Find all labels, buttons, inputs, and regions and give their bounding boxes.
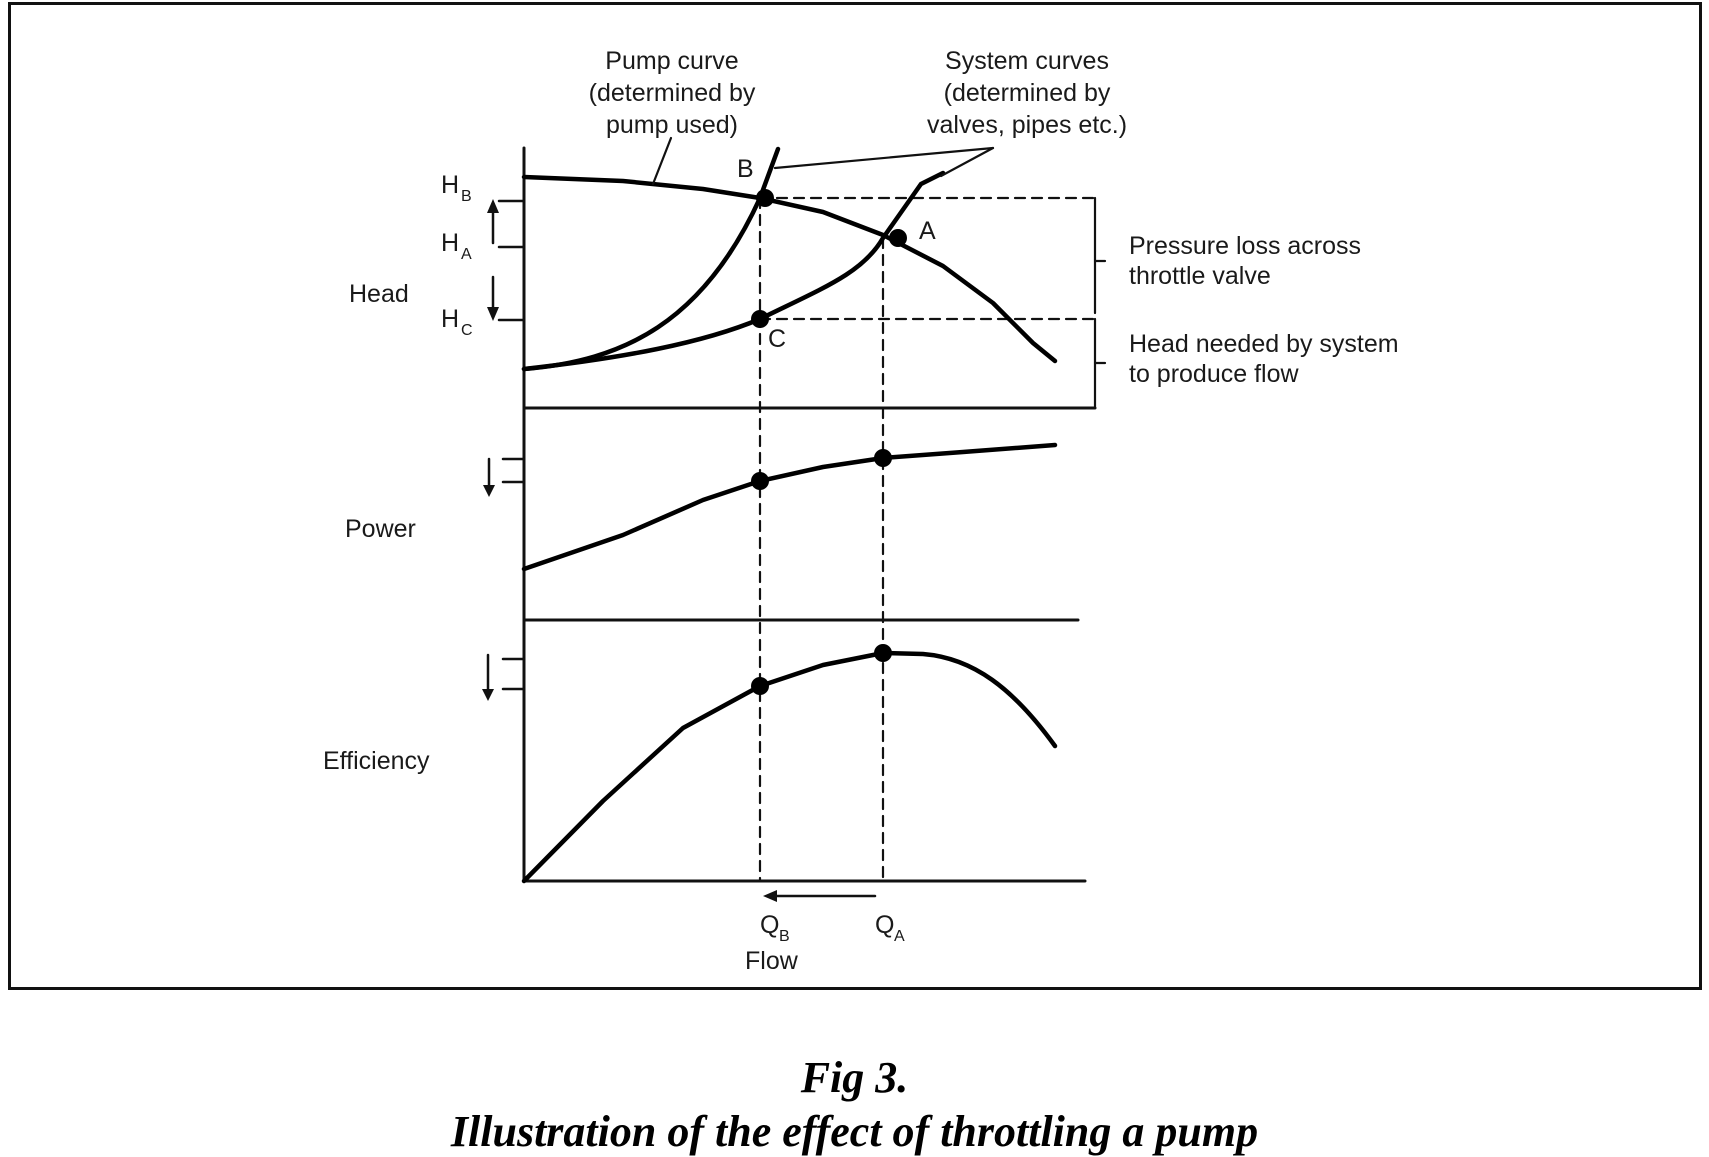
point-c-label: C [768,325,786,353]
svg-text:(determined by: (determined by [944,79,1111,107]
efficiency-arrow-down-icon [482,689,494,701]
point-b-marker [756,189,774,207]
svg-text:valves, pipes etc.): valves, pipes etc.) [927,111,1127,139]
svg-text:to produce flow: to produce flow [1129,360,1299,388]
efficiency-axis-label: Efficiency [323,747,430,775]
point-a-marker [889,229,907,247]
svg-text:H: H [441,229,459,257]
power-axes [522,406,1080,622]
point-b-label: B [737,155,754,183]
power-curve [521,442,1058,572]
figure-frame: Pump curve (determined by pump used) Sys… [8,2,1702,990]
dashed-guides [758,196,1097,883]
svg-text:A: A [461,246,472,263]
svg-text:Pump curve: Pump curve [605,47,738,75]
svg-text:A: A [894,928,905,945]
power-qb-marker [751,472,769,490]
svg-text:throttle valve: throttle valve [1129,262,1271,290]
svg-text:(determined by: (determined by [589,79,756,107]
head-ticks [491,199,526,322]
system-curve-open [521,170,946,372]
svg-text:B: B [461,188,472,205]
pump-curve [521,174,1058,364]
point-c-marker [751,310,769,328]
power-ticks [487,457,526,490]
arrow-up-icon [487,199,499,213]
pump-curve-label: Pump curve (determined by pump used) [589,47,756,139]
pressure-loss-bracket [1093,196,1107,315]
svg-text:Head needed by system: Head needed by system [1129,330,1399,358]
svg-text:Pressure loss across: Pressure loss across [1129,232,1361,260]
throttling-diagram: Pump curve (determined by pump used) Sys… [323,47,1399,975]
svg-text:Q: Q [760,911,779,939]
head-needed-bracket [1093,317,1107,410]
svg-text:B: B [779,928,790,945]
power-qa-marker [874,449,892,467]
head-axis-label: Head [349,280,409,308]
efficiency-qb-marker [751,677,769,695]
flow-axis-label: Flow [745,947,799,975]
efficiency-qa-marker [874,644,892,662]
pressure-loss-label: Pressure loss across throttle valve [1129,232,1361,290]
hb-label: H B [441,171,472,205]
qb-label: Q B [760,911,790,945]
efficiency-axes [522,618,1087,883]
svg-text:H: H [441,305,459,333]
svg-text:H: H [441,171,459,199]
svg-text:System curves: System curves [945,47,1109,75]
ha-label: H A [441,229,472,263]
svg-text:pump used): pump used) [606,111,738,139]
svg-text:C: C [461,322,473,339]
system-curves-leader [773,146,995,178]
efficiency-ticks [486,653,526,693]
power-arrow-down-icon [483,485,495,497]
figure-number: Fig 3. [800,1053,909,1102]
flow-arrow-left-icon [763,890,777,902]
head-axes [522,146,1097,410]
hc-label: H C [441,305,473,339]
svg-text:Q: Q [875,911,894,939]
power-axis-label: Power [345,515,416,543]
system-curves-label: System curves (determined by valves, pip… [927,47,1127,139]
efficiency-curve [521,650,1058,884]
pump-curve-leader [651,136,673,186]
arrow-down-icon [487,307,499,321]
operating-points [751,189,907,695]
figure-caption: Illustration of the effect of throttling… [450,1107,1259,1156]
point-a-label: A [919,217,936,245]
head-needed-label: Head needed by system to produce flow [1129,330,1399,388]
head-arrowheads [487,199,499,321]
qa-label: Q A [875,911,905,945]
